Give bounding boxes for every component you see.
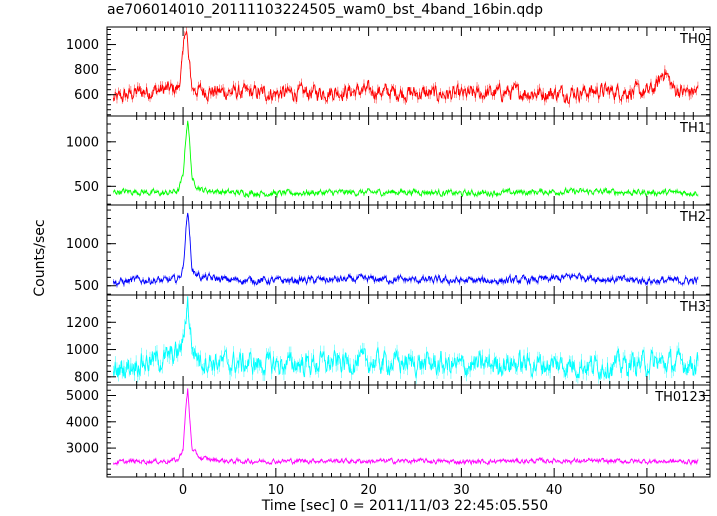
y-tick-label: 1000 [66,38,99,53]
x-axis-label: Time [sec] 0 = 2011/11/03 22:45:05.550 [261,498,549,514]
y-tick-label: 1200 [66,316,99,331]
lightcurve-th3 [113,296,699,380]
lightcurve-th1 [113,120,698,199]
lightcurve-th0123 [113,388,699,466]
lightcurve-th0 [113,31,699,105]
x-tick-label: 0 [179,483,187,498]
error-bars-th1 [113,123,699,199]
y-tick-label: 800 [74,370,99,385]
panel-frame-th0123 [106,384,711,478]
y-tick-label: 1000 [66,135,99,150]
lightcurve-th2 [113,212,699,288]
panel-label-th0123: TH0123 [654,390,706,405]
error-bars-th2 [113,214,699,288]
x-tick-label: 50 [639,483,656,498]
y-tick-label: 800 [74,63,99,78]
y-tick-label: 4000 [66,415,99,430]
error-bars-th0123 [113,395,699,466]
y-tick-label: 5000 [66,389,99,404]
panel-frame-th2 [106,204,711,296]
panel-label-th0: TH0 [679,32,706,47]
x-tick-label: 10 [268,483,285,498]
y-tick-label: 1000 [66,343,99,358]
panel-frame-th3 [106,294,711,386]
y-tick-label: 500 [74,279,99,294]
y-tick-label: 600 [74,88,99,103]
y-tick-label: 3000 [66,442,99,457]
error-bars-th0 [113,27,699,108]
x-tick-label: 40 [546,483,563,498]
panel-label-th3: TH3 [679,300,706,315]
x-tick-label: 20 [360,483,377,498]
panel-label-th1: TH1 [679,121,706,136]
x-tick-label: 30 [453,483,470,498]
chart-title: ae706014010_20111103224505_wam0_bst_4ban… [107,2,544,18]
y-tick-label: 1000 [66,237,99,252]
panel-label-th2: TH2 [679,210,706,225]
y-tick-label: 500 [74,180,99,195]
